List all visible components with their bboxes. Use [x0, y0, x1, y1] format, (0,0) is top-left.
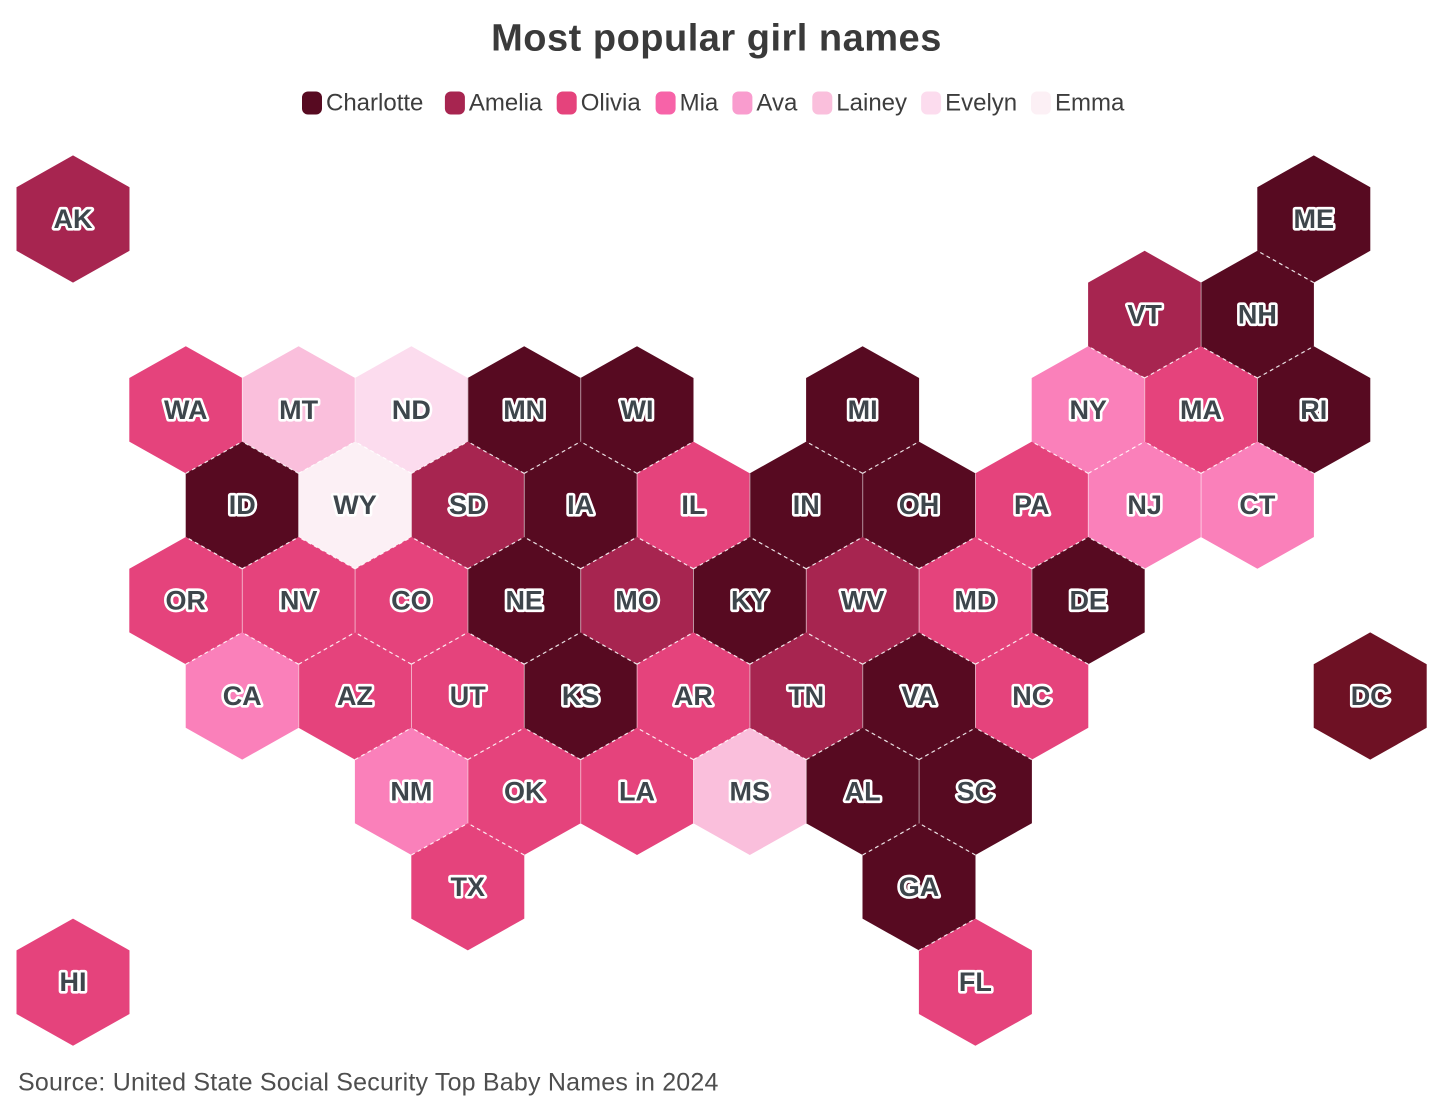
svg-text:PA: PA [1014, 490, 1050, 520]
svg-text:CO: CO [391, 586, 432, 616]
svg-text:WA: WA [164, 395, 208, 425]
svg-text:NE: NE [505, 586, 543, 616]
svg-text:NM: NM [390, 776, 432, 806]
svg-text:NJ: NJ [1127, 490, 1162, 520]
svg-text:ME: ME [1294, 204, 1335, 234]
svg-text:MI: MI [848, 395, 878, 425]
svg-text:KY: KY [731, 586, 769, 616]
svg-text:SC: SC [957, 776, 995, 806]
svg-text:MS: MS [730, 776, 771, 806]
svg-text:NY: NY [1069, 395, 1107, 425]
svg-text:ND: ND [392, 395, 431, 425]
svg-text:OR: OR [166, 586, 207, 616]
svg-text:MT: MT [279, 395, 318, 425]
svg-text:AK: AK [54, 204, 93, 234]
svg-text:CA: CA [223, 681, 262, 711]
svg-text:MN: MN [503, 395, 545, 425]
svg-text:Most popular girl names: Most popular girl names [491, 18, 942, 60]
svg-text:MA: MA [1180, 395, 1222, 425]
svg-text:Evelyn: Evelyn [945, 90, 1017, 117]
svg-text:TN: TN [788, 681, 824, 711]
svg-text:UT: UT [450, 681, 486, 711]
svg-text:VA: VA [901, 681, 937, 711]
svg-text:RI: RI [1300, 395, 1327, 425]
svg-text:NC: NC [1012, 681, 1051, 711]
svg-text:Emma: Emma [1055, 90, 1125, 117]
svg-text:OK: OK [504, 776, 545, 806]
svg-text:VT: VT [1127, 299, 1162, 329]
svg-text:Lainey: Lainey [836, 90, 907, 117]
svg-text:Mia: Mia [680, 90, 719, 117]
svg-text:LA: LA [619, 776, 655, 806]
svg-text:HI: HI [60, 967, 87, 997]
svg-text:GA: GA [899, 872, 940, 902]
svg-text:KS: KS [562, 681, 600, 711]
svg-text:Amelia: Amelia [469, 90, 543, 117]
svg-text:WV: WV [841, 586, 885, 616]
svg-text:AZ: AZ [337, 681, 373, 711]
svg-text:MO: MO [615, 586, 659, 616]
svg-text:AR: AR [674, 681, 713, 711]
svg-text:TX: TX [451, 872, 486, 902]
svg-text:Olivia: Olivia [581, 90, 642, 117]
svg-text:IL: IL [681, 490, 705, 520]
svg-text:DE: DE [1069, 586, 1107, 616]
svg-text:NH: NH [1238, 299, 1277, 329]
svg-text:IN: IN [793, 490, 820, 520]
svg-text:OH: OH [899, 490, 940, 520]
svg-text:Source: United State Social Se: Source: United State Social Security Top… [18, 1069, 719, 1097]
svg-text:CT: CT [1239, 490, 1275, 520]
svg-text:ID: ID [229, 490, 256, 520]
svg-text:Ava: Ava [756, 90, 798, 117]
svg-text:FL: FL [959, 967, 992, 997]
svg-text:WI: WI [621, 395, 654, 425]
svg-text:WY: WY [333, 490, 377, 520]
svg-text:DC: DC [1351, 681, 1390, 711]
svg-text:NV: NV [280, 586, 318, 616]
svg-text:AL: AL [845, 776, 881, 806]
svg-text:IA: IA [567, 490, 594, 520]
svg-text:SD: SD [449, 490, 487, 520]
svg-text:MD: MD [954, 586, 996, 616]
svg-text:Charlotte: Charlotte [326, 90, 423, 117]
